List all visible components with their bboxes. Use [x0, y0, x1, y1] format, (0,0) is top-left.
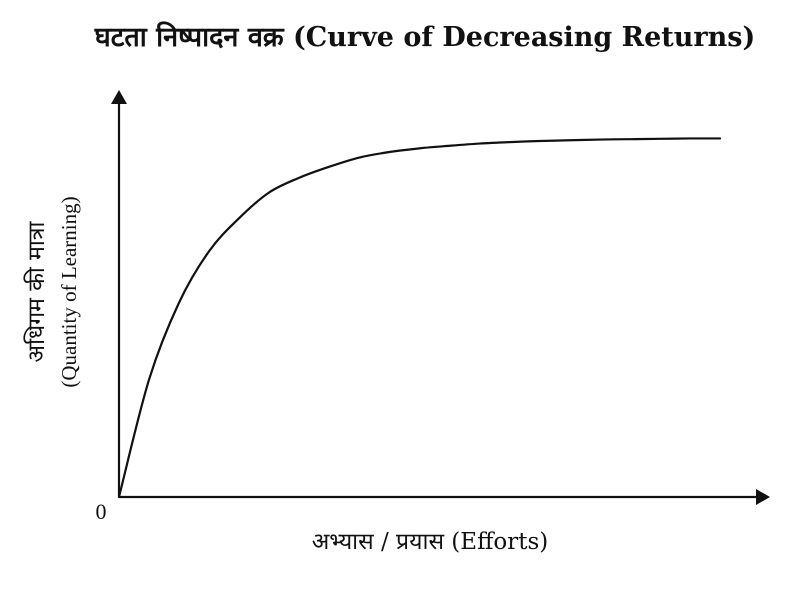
x-axis-arrow	[756, 489, 770, 505]
series-layer	[117, 137, 722, 499]
series-line-0	[117, 137, 722, 499]
y-axis-arrow	[111, 90, 127, 104]
y-axis-label-sub: (Quantity of Learning)	[57, 196, 81, 387]
y-axis-label-group: अधिगम की मात्रा (Quantity of Learning)	[23, 196, 81, 387]
y-axis-label: अधिगम की मात्रा	[23, 220, 50, 362]
origin-label: 0	[96, 499, 107, 524]
x-axis-label: अभ्यास / प्रयास (Efforts)	[312, 529, 549, 555]
chart-title: घटता निष्पादन वक्र (Curve of Decreasing …	[94, 21, 755, 53]
